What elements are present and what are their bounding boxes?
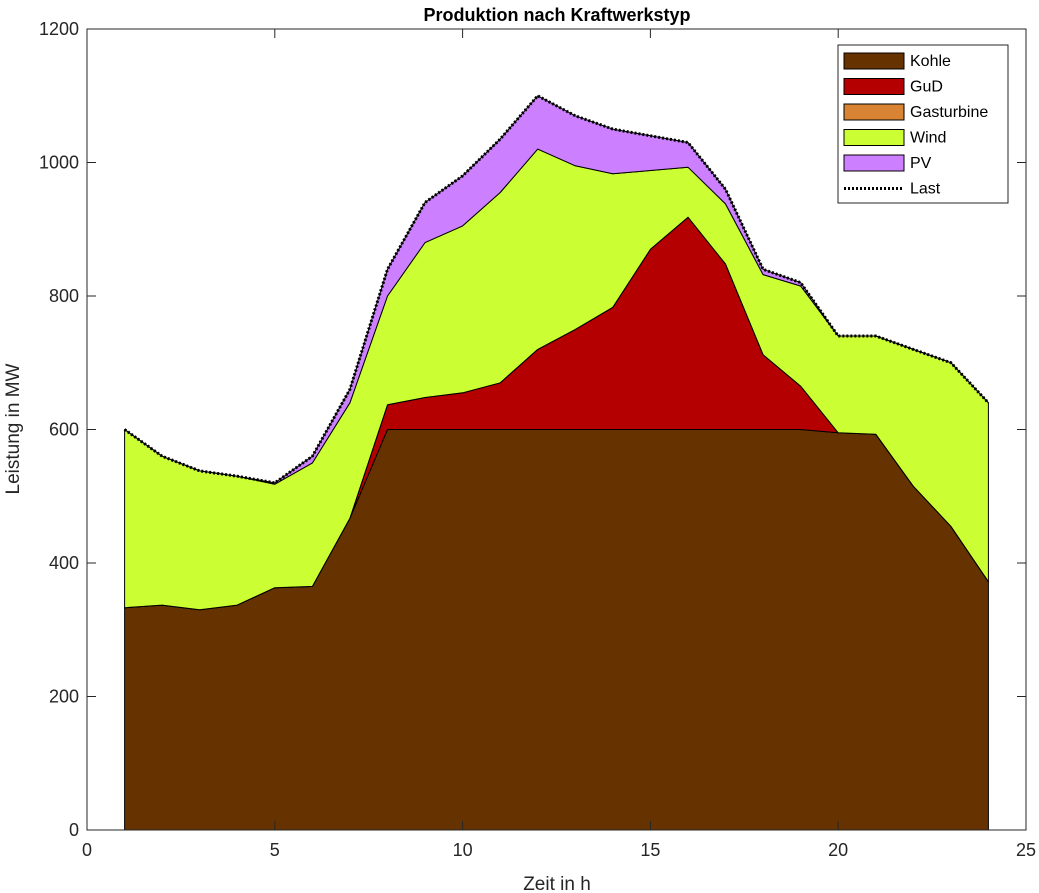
y-tick-label: 0: [69, 820, 79, 840]
line-last: [123, 94, 990, 485]
legend-label-gasturbine: Gasturbine: [910, 104, 988, 121]
y-tick-label: 600: [49, 420, 79, 440]
legend-swatch-pv: [843, 154, 905, 172]
y-axis-ticks: 0 200 400 600 800 1000 1200: [39, 19, 1026, 840]
legend-swatch-gud: [843, 78, 905, 95]
legend-label-wind: Wind: [910, 130, 946, 147]
y-tick-label: 200: [49, 687, 79, 707]
chart-title: Produktion nach Kraftwerkstyp: [423, 5, 690, 25]
x-axis-ticks: 0 5 10 15 20 25: [82, 29, 1036, 860]
x-tick-label: 5: [270, 840, 280, 860]
legend-label-kohle: Kohle: [910, 53, 951, 70]
y-axis-label: Leistung in MW: [3, 363, 24, 494]
y-tick-label: 400: [49, 553, 79, 573]
y-tick-label: 1000: [39, 153, 79, 173]
x-tick-label: 25: [1016, 840, 1036, 860]
y-tick-label: 800: [49, 286, 79, 306]
legend-swatch-kohle: [843, 52, 905, 70]
legend-label-last: Last: [910, 181, 941, 198]
load-line-group: [123, 94, 990, 485]
legend-swatch-gasturbine: [843, 103, 905, 121]
x-tick-label: 20: [828, 840, 848, 860]
x-tick-label: 0: [82, 840, 92, 860]
x-tick-label: 10: [453, 840, 473, 860]
legend-label-pv: PV: [910, 155, 932, 172]
legend-label-gud: GuD: [910, 79, 943, 96]
legend: Kohle GuD Gasturbine Wind PV Last: [837, 44, 1009, 204]
legend-box: [837, 44, 1009, 204]
legend-swatch-wind: [843, 129, 905, 146]
x-tick-label: 15: [640, 840, 660, 860]
y-tick-label: 1200: [39, 19, 79, 39]
x-axis-label: Zeit in h: [523, 874, 591, 893]
